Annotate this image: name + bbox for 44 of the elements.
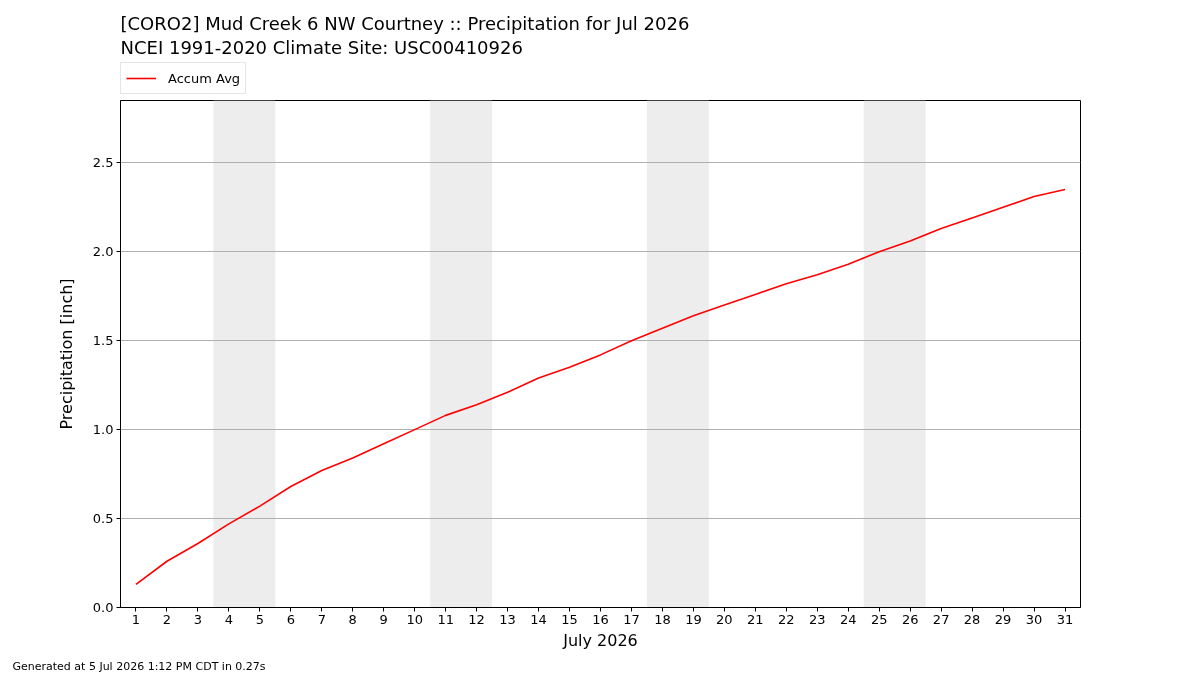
x-tick-label: 8 [348,611,357,627]
x-tick-label: 30 [1025,611,1043,627]
x-tick-label: 17 [623,611,640,627]
x-tick-label: 2 [162,611,172,627]
y-tick-label: 2.0 [92,244,114,260]
x-tick-label: 5 [255,611,264,627]
x-tick-label: 25 [870,611,888,627]
x-tick-label: 6 [286,611,295,627]
y-tick-label: 1.5 [92,333,114,349]
chart-title: [CORO2] Mud Creek 6 NW Courtney :: Precipitation for Jul 2026 [120,13,690,34]
x-tick-label: 20 [716,611,733,627]
y-tick-label: 0.0 [92,600,114,615]
y-tick-label: 2.5 [92,155,114,171]
y-tick-label: 1.0 [92,422,114,438]
x-tick-label: 7 [317,611,326,627]
x-tick-label: 27 [932,611,950,627]
x-tick-label: 9 [379,611,388,627]
x-tick-label: 16 [592,611,609,627]
x-tick-label: 15 [561,611,578,627]
x-tick-label: 21 [747,611,764,627]
x-axis-title: July 2026 [562,630,638,650]
line-series [135,188,1066,586]
x-tick-label: 31 [1056,611,1074,627]
x-tick-label: 11 [437,611,454,627]
x-tick-label: 26 [901,611,919,627]
x-tick-label: 12 [468,611,485,627]
y-axis-title: Precipitation [inch] [56,278,76,430]
text: Generated at 5 Jul 2026 1:12 PM CDT in 0.27s [12,660,266,673]
x-tick-label: 19 [685,611,702,627]
x-tick-label: 4 [224,611,234,627]
x-tick-label: 10 [406,611,423,627]
x-tick-label: 1 [131,611,141,627]
x-tick-label: 22 [778,611,795,627]
x-tick-label: 29 [994,611,1012,627]
x-tick-label: 28 [963,611,981,627]
chart-subtitle: NCEI 1991-2020 Climate Site: USC00410926 [120,37,523,58]
x-tick-label: 13 [499,611,516,627]
y-tick-label: 0.5 [92,511,114,527]
legend-label: Accum Avg [168,70,241,86]
x-tick-label: 18 [654,611,671,627]
x-tick-label: 3 [193,611,203,627]
x-tick-label: 23 [809,611,826,627]
x-tick-label: 14 [530,611,547,627]
x-tick-label: 24 [839,611,857,627]
